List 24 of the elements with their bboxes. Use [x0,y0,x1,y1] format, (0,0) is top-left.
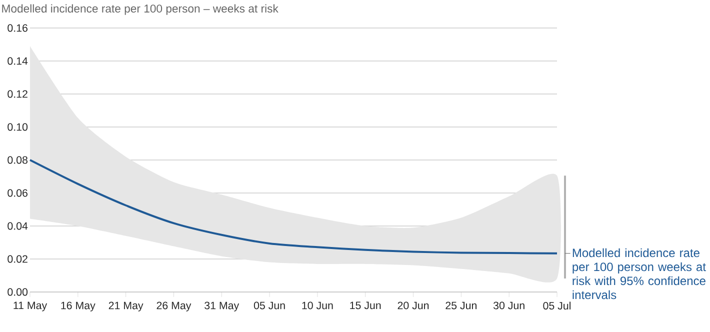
y-tick-label: 0.10 [8,123,28,131]
x-tick-label: 15 Jun [350,302,381,310]
y-tick-label: 0.16 [8,24,28,32]
series-label: Modelled incidence rate per 100 person weeks at risk with 95% confidence intervals [572,248,706,300]
x-tick-label: 16 May [61,302,96,312]
x-tick-label: 05 Jun [254,302,285,310]
x-tick-label: 26 May [156,302,192,312]
y-tick-label: 0.06 [8,189,28,197]
x-tick-label: 30 Jun [493,302,524,310]
x-tick-label: 25 Jun [446,302,476,310]
y-tick-label: 0.00 [8,288,28,296]
y-tick-label: 0.12 [8,90,28,98]
x-tick-label: 20 Jun [398,302,429,310]
x-tick-label: 21 May [108,302,144,312]
x-tick-label: 11 May [14,302,48,312]
x-tick-label: 05 Jul [543,302,570,310]
y-tick-label: 0.04 [8,222,28,230]
line-series [29,159,558,254]
y-tick-label: 0.08 [8,156,28,164]
chart-title: Modelled incidence rate per 100 person – weeks at risk [2,4,278,15]
y-tick-label: 0.02 [8,255,28,263]
x-tick-label: 10 Jun [302,302,333,310]
y-tick-label: 0.14 [8,57,28,65]
x-tick-label: 31 May [204,302,240,312]
